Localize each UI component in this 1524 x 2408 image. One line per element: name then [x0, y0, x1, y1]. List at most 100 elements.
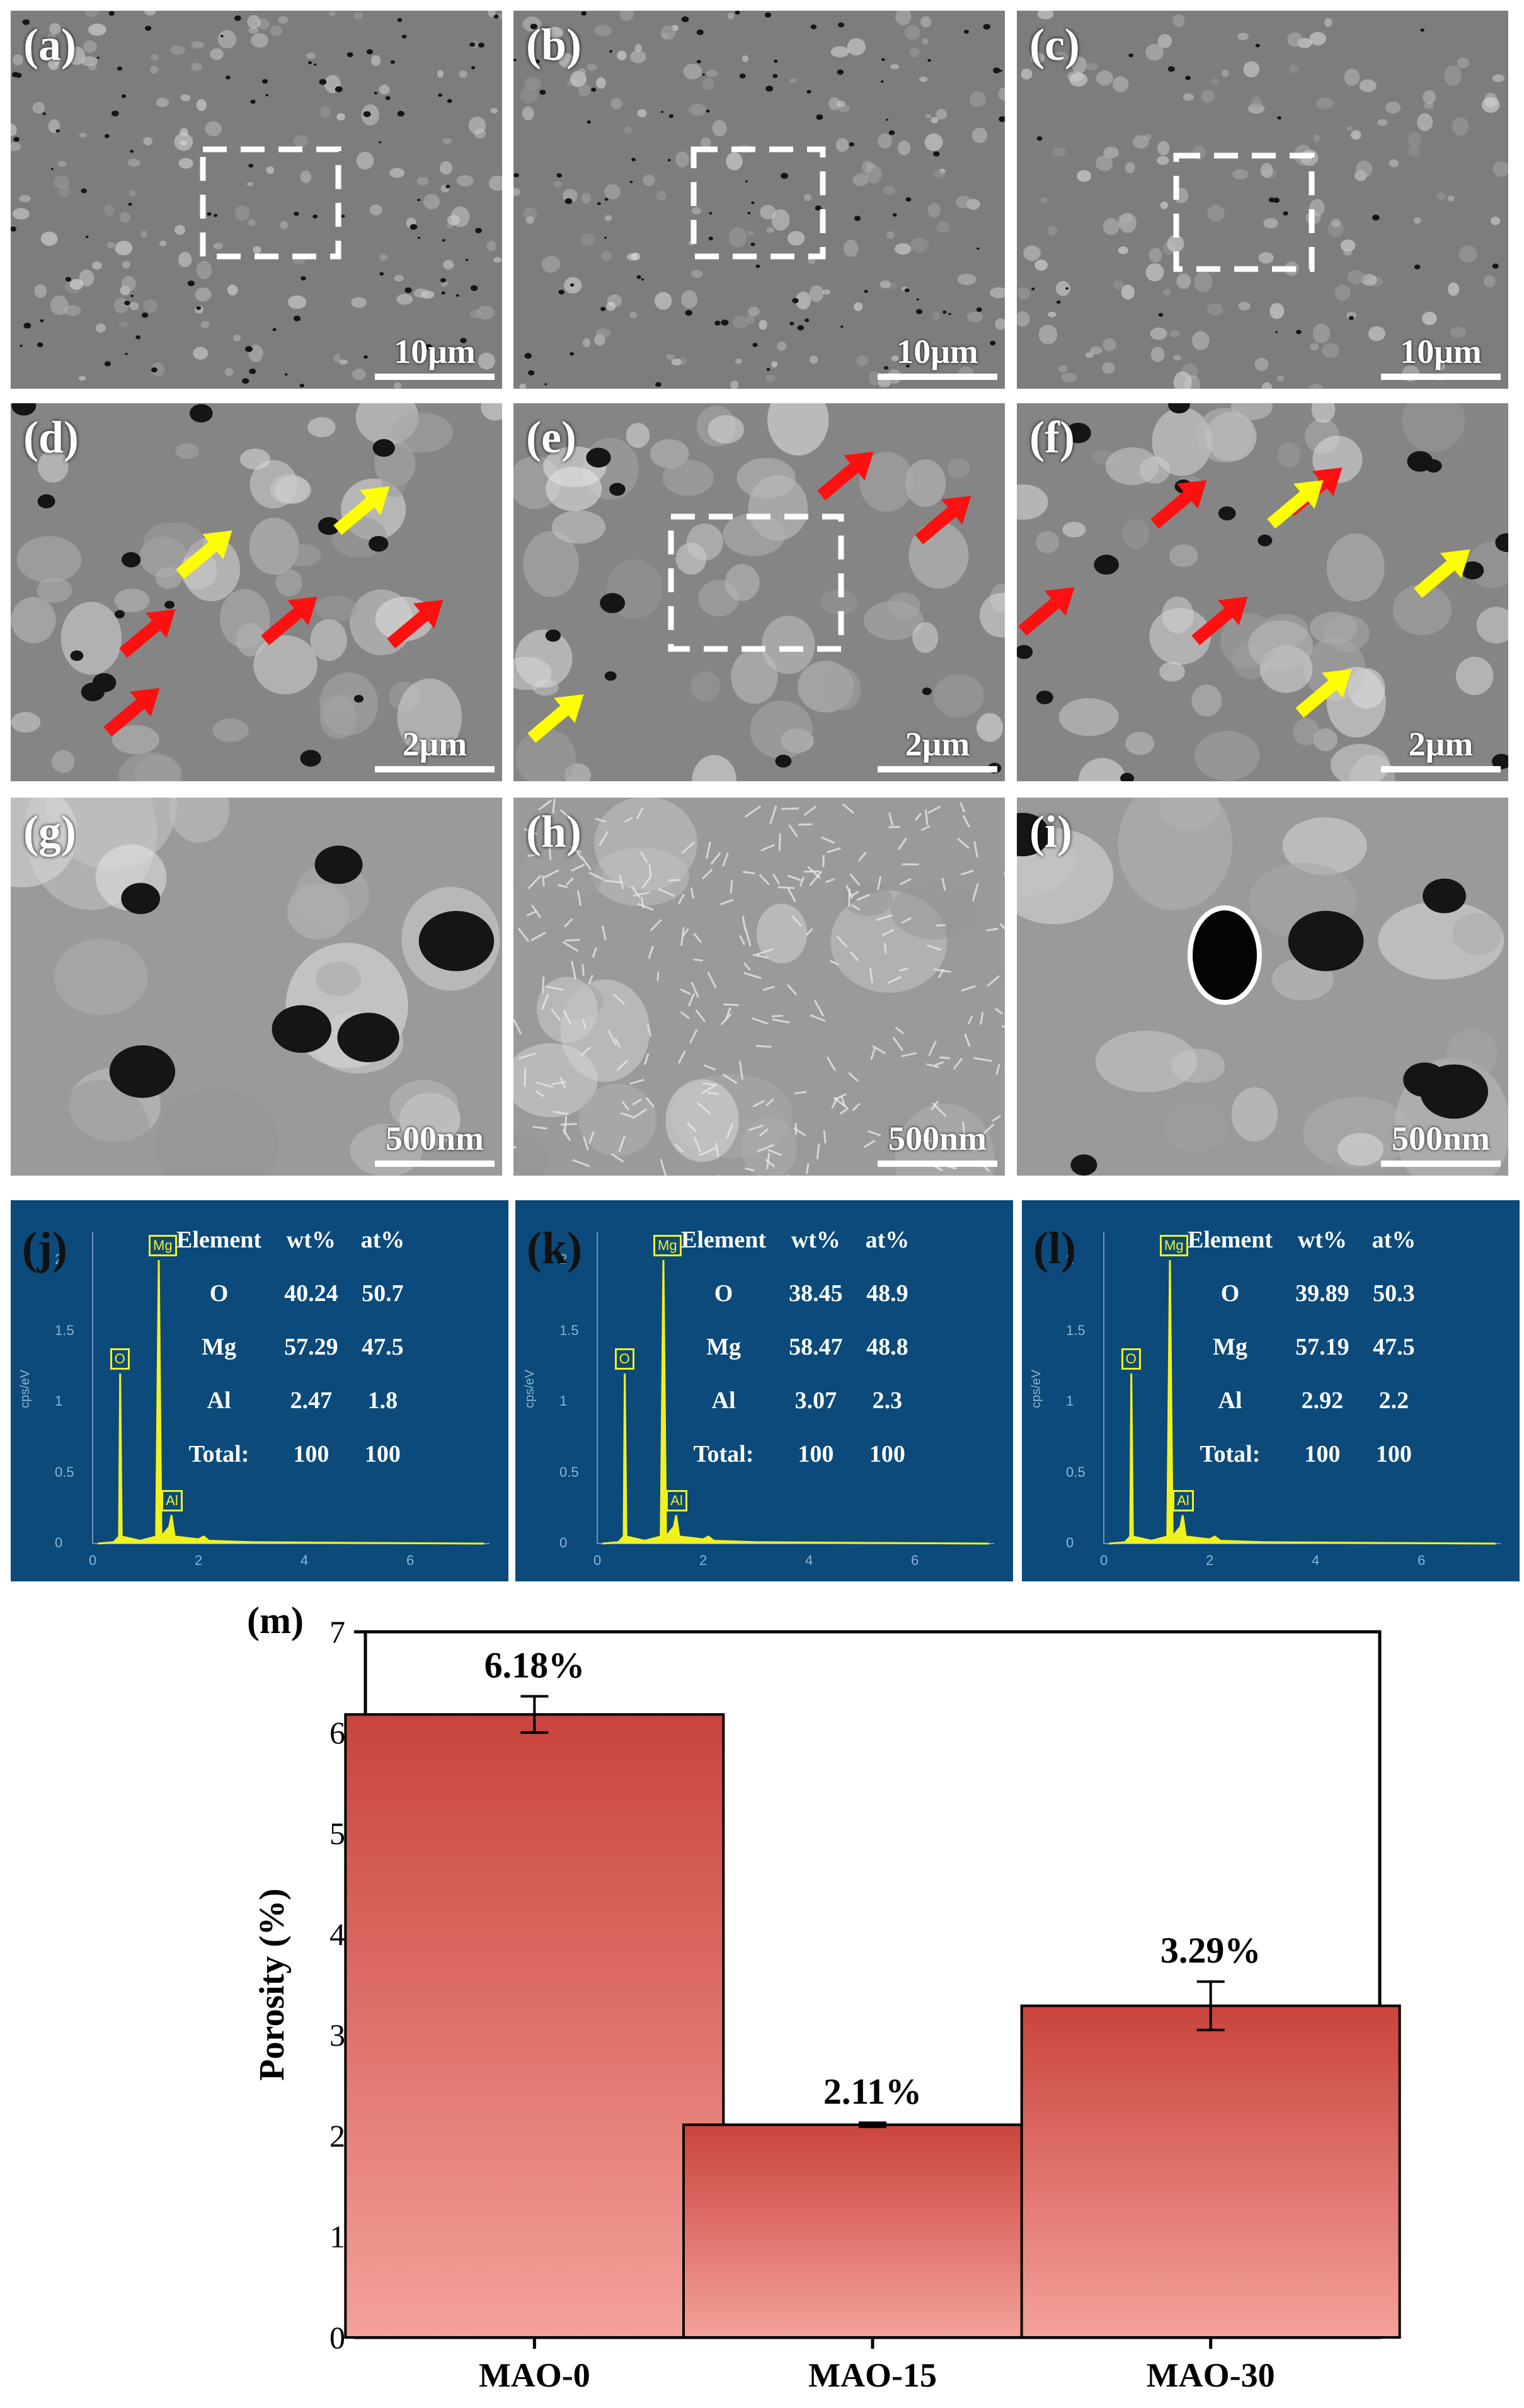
table-cell: 39.89	[1284, 1266, 1361, 1320]
sem-panel-h: (h) 500nm	[513, 798, 1005, 1176]
table-cell: 57.19	[1284, 1320, 1361, 1373]
table-header-cell: wt%	[273, 1213, 350, 1266]
y-tick-label: 0	[329, 2320, 345, 2355]
sem-image	[513, 11, 1005, 389]
table-cell: 100	[777, 1427, 854, 1481]
sem-image	[1017, 403, 1508, 781]
y-axis-unit: cps/eV	[523, 1370, 537, 1408]
bar-MAO-30	[1022, 2006, 1400, 2337]
scale-bar: 2μm	[878, 727, 997, 772]
sem-panel-i: (i) 500nm	[1017, 798, 1508, 1176]
table-cell: 100	[1361, 1427, 1428, 1481]
y-tick-label: 3	[329, 2017, 345, 2053]
peak-marker: Al	[161, 1490, 183, 1511]
table-header-cell: wt%	[1284, 1213, 1361, 1266]
table-cell: Total:	[670, 1427, 777, 1481]
panel-label: (a)	[23, 22, 76, 67]
scale-bar: 10μm	[1381, 335, 1501, 380]
y-tick-label: 1.5	[559, 1322, 579, 1339]
sem-image	[513, 403, 1005, 781]
scale-bar-label: 500nm	[878, 1121, 997, 1155]
sem-image	[11, 798, 502, 1176]
sem-panel-a: (a)10μm	[11, 11, 502, 389]
peak-marker: O	[1121, 1348, 1141, 1370]
scale-bar: 500nm	[878, 1121, 997, 1167]
y-tick-label: 0	[55, 1535, 62, 1551]
panel-label: (b)	[526, 22, 582, 67]
y-tick-label: 0	[559, 1535, 567, 1551]
scale-bar-line	[878, 374, 997, 380]
panel-label: (h)	[526, 809, 582, 854]
y-tick-label: 2	[329, 2118, 345, 2153]
y-tick-label: 1	[329, 2219, 345, 2254]
table-cell: 100	[1284, 1427, 1361, 1481]
panel-label: (i)	[1029, 809, 1072, 854]
panel-label-m: (m)	[247, 1600, 304, 1641]
scale-bar-line	[375, 374, 495, 380]
value-label: 6.18%	[484, 1644, 585, 1685]
table-cell: O	[165, 1266, 273, 1320]
bar-MAO-0	[345, 1714, 723, 2337]
table-cell: 58.47	[777, 1320, 854, 1373]
table-cell: 2.3	[854, 1373, 921, 1427]
y-tick-label: 1.5	[1066, 1322, 1086, 1339]
y-tick-label: 1.5	[55, 1322, 74, 1339]
sem-panel-d: (d) 2μm	[11, 403, 502, 781]
scale-bar-line	[1381, 374, 1501, 380]
scale-bar-line	[878, 766, 997, 772]
scale-bar-label: 2μm	[1381, 727, 1501, 761]
x-tick-label: MAO-30	[1147, 2356, 1275, 2394]
panel-label: (k)	[527, 1225, 582, 1271]
table-cell: 40.24	[273, 1266, 350, 1320]
y-axis-label: Porosity (%)	[253, 1888, 292, 2080]
value-label: 3.29%	[1160, 1930, 1261, 1971]
sem-panel-g: (g)500nm	[11, 798, 502, 1176]
table-cell: 2.47	[273, 1373, 350, 1427]
sem-image	[11, 403, 502, 781]
panel-label: (d)	[23, 415, 79, 460]
panel-label: (e)	[526, 415, 576, 460]
table-cell: 100	[854, 1427, 921, 1481]
table-cell: O	[1176, 1266, 1284, 1320]
sem-panel-c: (c)10μm	[1017, 11, 1508, 389]
scale-bar-label: 2μm	[375, 727, 495, 761]
table-cell: 2.2	[1361, 1373, 1428, 1427]
table-cell: 3.07	[777, 1373, 854, 1427]
value-label: 2.11%	[823, 2071, 922, 2112]
y-tick-label: 1	[55, 1393, 62, 1409]
x-tick-label: 6	[1418, 1552, 1425, 1569]
x-tick-label: 2	[699, 1552, 707, 1569]
scale-bar-label: 500nm	[1381, 1121, 1501, 1155]
peak-marker: O	[110, 1348, 130, 1370]
table-cell: Mg	[165, 1320, 273, 1373]
x-tick-label: 4	[805, 1552, 813, 1569]
table-cell: 47.5	[350, 1320, 416, 1373]
y-tick-label: 1	[1066, 1393, 1074, 1409]
table-cell: Total:	[165, 1427, 273, 1481]
x-tick-label: 2	[1206, 1552, 1213, 1569]
table-cell: 47.5	[1361, 1320, 1428, 1373]
scale-bar-label: 2μm	[878, 727, 997, 761]
x-tick-label: 0	[89, 1552, 96, 1569]
table-cell: Al	[1176, 1373, 1284, 1427]
sem-image	[513, 798, 1005, 1176]
x-tick-label: 0	[1100, 1552, 1108, 1569]
scale-bar: 500nm	[375, 1121, 495, 1167]
scale-bar-line	[375, 1161, 495, 1167]
y-tick-label: 6	[329, 1715, 345, 1750]
x-tick-label: 6	[406, 1552, 414, 1569]
table-cell: 100	[350, 1427, 416, 1481]
scale-bar: 2μm	[1381, 727, 1501, 772]
table-cell: Total:	[1176, 1427, 1284, 1481]
